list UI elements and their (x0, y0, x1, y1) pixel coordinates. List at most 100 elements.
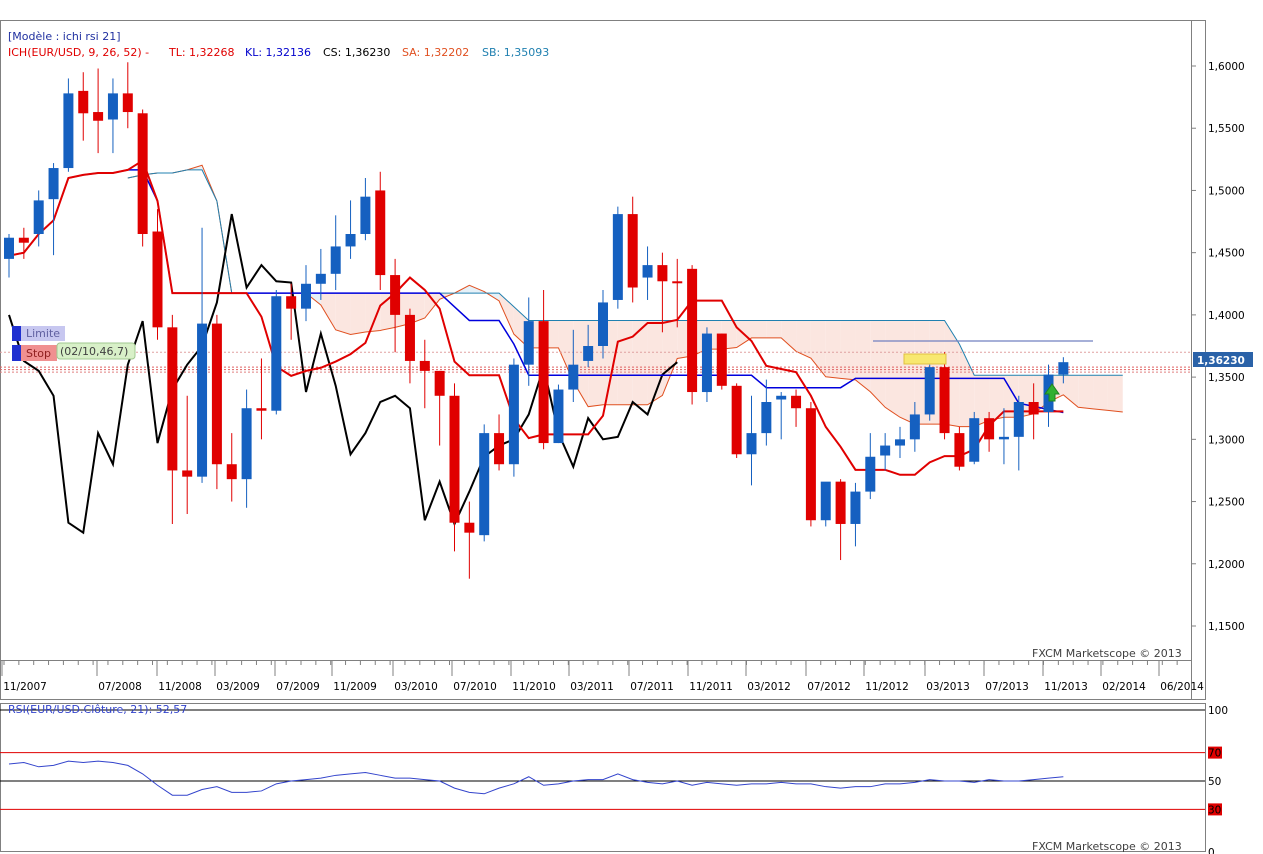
cloud-segment (1107, 375, 1123, 412)
candle-body (642, 265, 653, 278)
candle-body (791, 395, 802, 409)
candle-body (4, 237, 14, 259)
x-tick-label: 11/2007 (3, 681, 47, 693)
rsi-panel: 100 70 50 30 0 (0, 705, 1228, 854)
y-tick-label: 1,2000 (1208, 559, 1245, 571)
candle-body (627, 214, 638, 288)
cloud-segment (662, 320, 678, 396)
order-info-label: (02/10,46,7) (60, 345, 128, 358)
x-tick-label: 11/2010 (512, 681, 556, 693)
candle-body (954, 433, 965, 467)
current-price-label: 1,36230 (1197, 355, 1245, 367)
candle-body (939, 367, 950, 434)
x-tick-label: 06/2014 (1160, 681, 1204, 693)
x-tick-label: 11/2009 (333, 681, 377, 693)
candle-body (612, 214, 623, 300)
candle-body (687, 268, 698, 393)
candle-body (197, 323, 208, 477)
stop-marker-icon[interactable] (12, 345, 21, 361)
candle-body (107, 93, 118, 120)
candle-body (345, 234, 356, 247)
current-price-tag (1193, 352, 1253, 367)
candle-body (464, 522, 475, 533)
candle-body (761, 402, 772, 434)
tl-label: TL: 1,32268 (168, 46, 235, 59)
cloud-segment (617, 320, 633, 405)
rsi-tick-label: 70 (1208, 748, 1221, 760)
x-tick-label: 11/2013 (1044, 681, 1088, 693)
cloud-segment (1093, 375, 1108, 411)
candle-body (805, 408, 816, 521)
candle-body (48, 168, 59, 200)
candle-body (731, 385, 742, 455)
y-tick-label: 1,4000 (1208, 310, 1245, 322)
candle-body (286, 296, 297, 309)
sb-label: SB: 1,35093 (482, 46, 549, 59)
candle-body (880, 445, 891, 456)
x-tick-label: 11/2011 (689, 681, 733, 693)
candle-body (850, 491, 861, 524)
highlight-box[interactable] (903, 353, 947, 365)
candle-body (211, 323, 222, 465)
candle-body (360, 196, 371, 234)
candle-body (256, 408, 267, 411)
indicator-lines (8, 159, 1064, 535)
x-tick-label: 03/2011 (570, 681, 614, 693)
cloud-segment (766, 320, 782, 338)
candle-body (969, 418, 980, 462)
cloud-segment (825, 320, 841, 379)
rsi-tick-label: 0 (1208, 847, 1215, 854)
rsi-tick-label: 100 (1208, 705, 1228, 717)
candle-body (909, 414, 920, 440)
cloud-segment (365, 293, 381, 332)
limit-marker-icon[interactable] (12, 326, 21, 341)
rsi-tick-badge (1208, 746, 1222, 759)
cloud-segment (855, 320, 871, 392)
candle-body (301, 283, 311, 309)
candle-body (538, 321, 549, 444)
limit-order-label: Limite (26, 327, 60, 340)
cloud-segment (974, 375, 990, 427)
candle-body (701, 333, 712, 393)
candle-body (820, 481, 831, 521)
cloud-segment (1063, 375, 1079, 408)
x-tick-label: 02/2014 (1102, 681, 1146, 693)
x-tick-label: 11/2012 (865, 681, 909, 693)
cloud-segment (796, 320, 811, 359)
rsi-label[interactable]: RSI(EUR/USD.Clôture, 21): 52,57 (8, 703, 187, 716)
candle-body (716, 333, 727, 386)
cloud-segment (335, 293, 351, 335)
candle-body (78, 90, 89, 114)
up-arrow-icon[interactable] (1044, 383, 1060, 402)
x-tick-label: 11/2008 (158, 681, 202, 693)
x-tick-label: 07/2010 (453, 681, 497, 693)
candle-body (508, 364, 519, 465)
cloud-segment (320, 293, 336, 330)
candle-body (1058, 362, 1069, 375)
limit-order-box[interactable] (21, 326, 65, 341)
candle-body (315, 273, 326, 284)
model-label[interactable]: [Modèle : ichi rsi 21] (8, 30, 121, 43)
ich-label: ICH(EUR/USD, 9, 26, 52) - (8, 46, 149, 59)
y-tick-label: 1,1500 (1208, 621, 1245, 633)
candle-body (182, 470, 193, 477)
candle-body (657, 265, 668, 282)
candle-body (449, 395, 460, 523)
rsi-tick-badge (1208, 803, 1222, 816)
candle-body (33, 200, 44, 234)
candle-body (1013, 402, 1024, 437)
candle-body (865, 456, 876, 492)
candle-body (568, 364, 579, 390)
x-tick-label: 07/2008 (98, 681, 142, 693)
candle-body (375, 190, 386, 276)
candles-group (4, 62, 1069, 579)
candle-body (998, 436, 1009, 440)
chikou-span-line (8, 213, 678, 535)
cloud-segment (885, 320, 900, 418)
y-tick-label: 1,5000 (1208, 185, 1245, 197)
candle-body (390, 275, 401, 315)
candle-body (746, 433, 757, 455)
candle-body (18, 237, 29, 243)
stop-order-box[interactable] (21, 345, 57, 361)
candle-body (1028, 402, 1039, 415)
